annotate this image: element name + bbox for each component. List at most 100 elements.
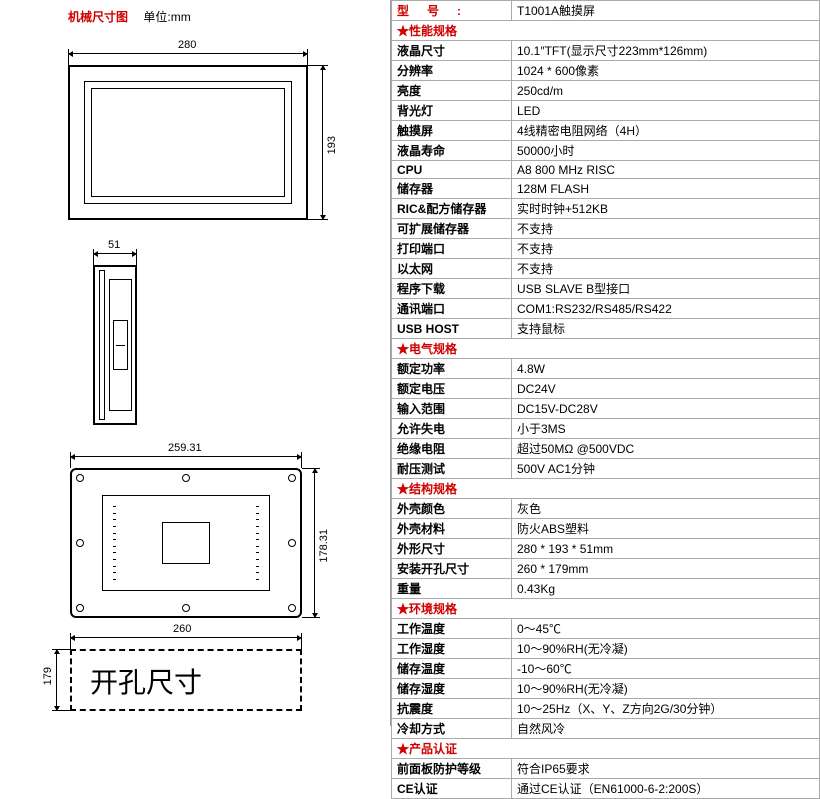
spec-label: CE认证: [392, 779, 512, 799]
spec-value: 280 * 193 * 51mm: [512, 539, 820, 559]
spec-label: ★结构规格: [392, 479, 820, 499]
spec-table: 型号:T1001A触摸屏★性能规格液晶尺寸10.1″TFT(显示尺寸223mm*…: [391, 0, 820, 799]
spec-value: 10～90%RH(无冷凝): [512, 639, 820, 659]
spec-label: 输入范围: [392, 399, 512, 419]
dim-front-w: [68, 53, 308, 54]
spec-value: 10～25Hz（X、Y、Z方向2G/30分钟）: [512, 699, 820, 719]
dim-cutout-w-label: 260: [173, 623, 191, 635]
spec-value: 通过CE认证（EN61000-6-2:200S）: [512, 779, 820, 799]
spec-label: 外形尺寸: [392, 539, 512, 559]
cutout-text: 开孔尺寸: [90, 661, 202, 701]
spec-value: 自然风冷: [512, 719, 820, 739]
table-row: ★环境规格: [392, 599, 820, 619]
spec-label: 外壳颜色: [392, 499, 512, 519]
screw-icon: [182, 474, 190, 482]
spec-value: 超过50MΩ @500VDC: [512, 439, 820, 459]
dim-cutout-w: [70, 637, 302, 638]
spec-label: 打印端口: [392, 239, 512, 259]
table-row: 储存器128M FLASH: [392, 179, 820, 199]
spec-value: 符合IP65要求: [512, 759, 820, 779]
table-row: 储存湿度10～90%RH(无冷凝): [392, 679, 820, 699]
spec-value: -10～60℃: [512, 659, 820, 679]
screw-icon: [76, 604, 84, 612]
spec-label: 液晶寿命: [392, 141, 512, 161]
left-panel: 机械尺寸图 单位:mm 280 193 51: [0, 0, 390, 726]
spec-label: 亮度: [392, 81, 512, 101]
spec-value: 实时时钟+512KB: [512, 199, 820, 219]
spec-label: 背光灯: [392, 101, 512, 121]
table-row: RIC&配方储存器实时时钟+512KB: [392, 199, 820, 219]
unit-label: 单位:mm: [143, 10, 190, 24]
spec-value: 10.1″TFT(显示尺寸223mm*126mm): [512, 41, 820, 61]
spec-value: 支持鼠标: [512, 319, 820, 339]
table-row: 通讯端口COM1:RS232/RS485/RS422: [392, 299, 820, 319]
spec-value: COM1:RS232/RS485/RS422: [512, 299, 820, 319]
table-row: ★结构规格: [392, 479, 820, 499]
table-row: 冷却方式自然风冷: [392, 719, 820, 739]
screw-icon: [76, 474, 84, 482]
table-row: 前面板防护等级符合IP65要求: [392, 759, 820, 779]
table-row: 耐压测试500V AC1分钟: [392, 459, 820, 479]
table-row: ★电气规格: [392, 339, 820, 359]
screw-icon: [288, 539, 296, 547]
spec-label: 储存湿度: [392, 679, 512, 699]
screw-icon: [182, 604, 190, 612]
table-row: 抗震度10～25Hz（X、Y、Z方向2G/30分钟）: [392, 699, 820, 719]
dim-cutout-h-label: 179: [42, 667, 54, 685]
spec-label: CPU: [392, 161, 512, 179]
spec-label: 额定电压: [392, 379, 512, 399]
table-row: 可扩展储存器不支持: [392, 219, 820, 239]
spec-label: ★电气规格: [392, 339, 820, 359]
spec-value: 0～45℃: [512, 619, 820, 639]
table-row: 亮度250cd/m: [392, 81, 820, 101]
spec-label: 储存温度: [392, 659, 512, 679]
spec-value: 4.8W: [512, 359, 820, 379]
spec-label: 绝缘电阻: [392, 439, 512, 459]
spec-label: 可扩展储存器: [392, 219, 512, 239]
dim-back-h: [314, 468, 315, 618]
dim-side-w-label: 51: [108, 239, 120, 251]
table-row: 输入范围DC15V-DC28V: [392, 399, 820, 419]
spec-label: 额定功率: [392, 359, 512, 379]
spec-value: USB SLAVE B型接口: [512, 279, 820, 299]
spec-value: 500V AC1分钟: [512, 459, 820, 479]
model-value: T1001A触摸屏: [512, 1, 820, 21]
back-cpu-block: [162, 522, 210, 564]
table-row: 液晶寿命50000小时: [392, 141, 820, 161]
spec-label: 安装开孔尺寸: [392, 559, 512, 579]
spec-label: 抗震度: [392, 699, 512, 719]
table-row: 外形尺寸280 * 193 * 51mm: [392, 539, 820, 559]
table-row: 工作湿度10～90%RH(无冷凝): [392, 639, 820, 659]
spec-value: 4线精密电阻网络（4H）: [512, 121, 820, 141]
table-row: 外壳颜色灰色: [392, 499, 820, 519]
table-row: 额定电压DC24V: [392, 379, 820, 399]
spec-label: 允许失电: [392, 419, 512, 439]
spec-table-panel: 型号:T1001A触摸屏★性能规格液晶尺寸10.1″TFT(显示尺寸223mm*…: [390, 0, 820, 726]
drawing-title: 机械尺寸图 单位:mm: [8, 8, 382, 25]
spec-label: USB HOST: [392, 319, 512, 339]
spec-label: 前面板防护等级: [392, 759, 512, 779]
spec-value: 灰色: [512, 499, 820, 519]
spec-label: 外壳材料: [392, 519, 512, 539]
spec-label: RIC&配方储存器: [392, 199, 512, 219]
spec-value: 1024 * 600像素: [512, 61, 820, 81]
spec-label: 液晶尺寸: [392, 41, 512, 61]
table-row: CPUA8 800 MHz RISC: [392, 161, 820, 179]
vent-slots: [113, 506, 116, 580]
spec-label: ★产品认证: [392, 739, 820, 759]
spec-label: 工作湿度: [392, 639, 512, 659]
table-row: ★产品认证: [392, 739, 820, 759]
spec-label: 分辨率: [392, 61, 512, 81]
table-row: 打印端口不支持: [392, 239, 820, 259]
table-row: 额定功率4.8W: [392, 359, 820, 379]
spec-label: 通讯端口: [392, 299, 512, 319]
spec-value: 250cd/m: [512, 81, 820, 101]
table-row: 储存温度-10～60℃: [392, 659, 820, 679]
table-row: 触摸屏4线精密电阻网络（4H）: [392, 121, 820, 141]
dim-back-h-label: 178.31: [318, 529, 330, 563]
table-row: CE认证通过CE认证（EN61000-6-2:200S）: [392, 779, 820, 799]
table-row: 液晶尺寸10.1″TFT(显示尺寸223mm*126mm): [392, 41, 820, 61]
spec-label: 耐压测试: [392, 459, 512, 479]
table-row: 分辨率1024 * 600像素: [392, 61, 820, 81]
vent-slots: [256, 506, 259, 580]
